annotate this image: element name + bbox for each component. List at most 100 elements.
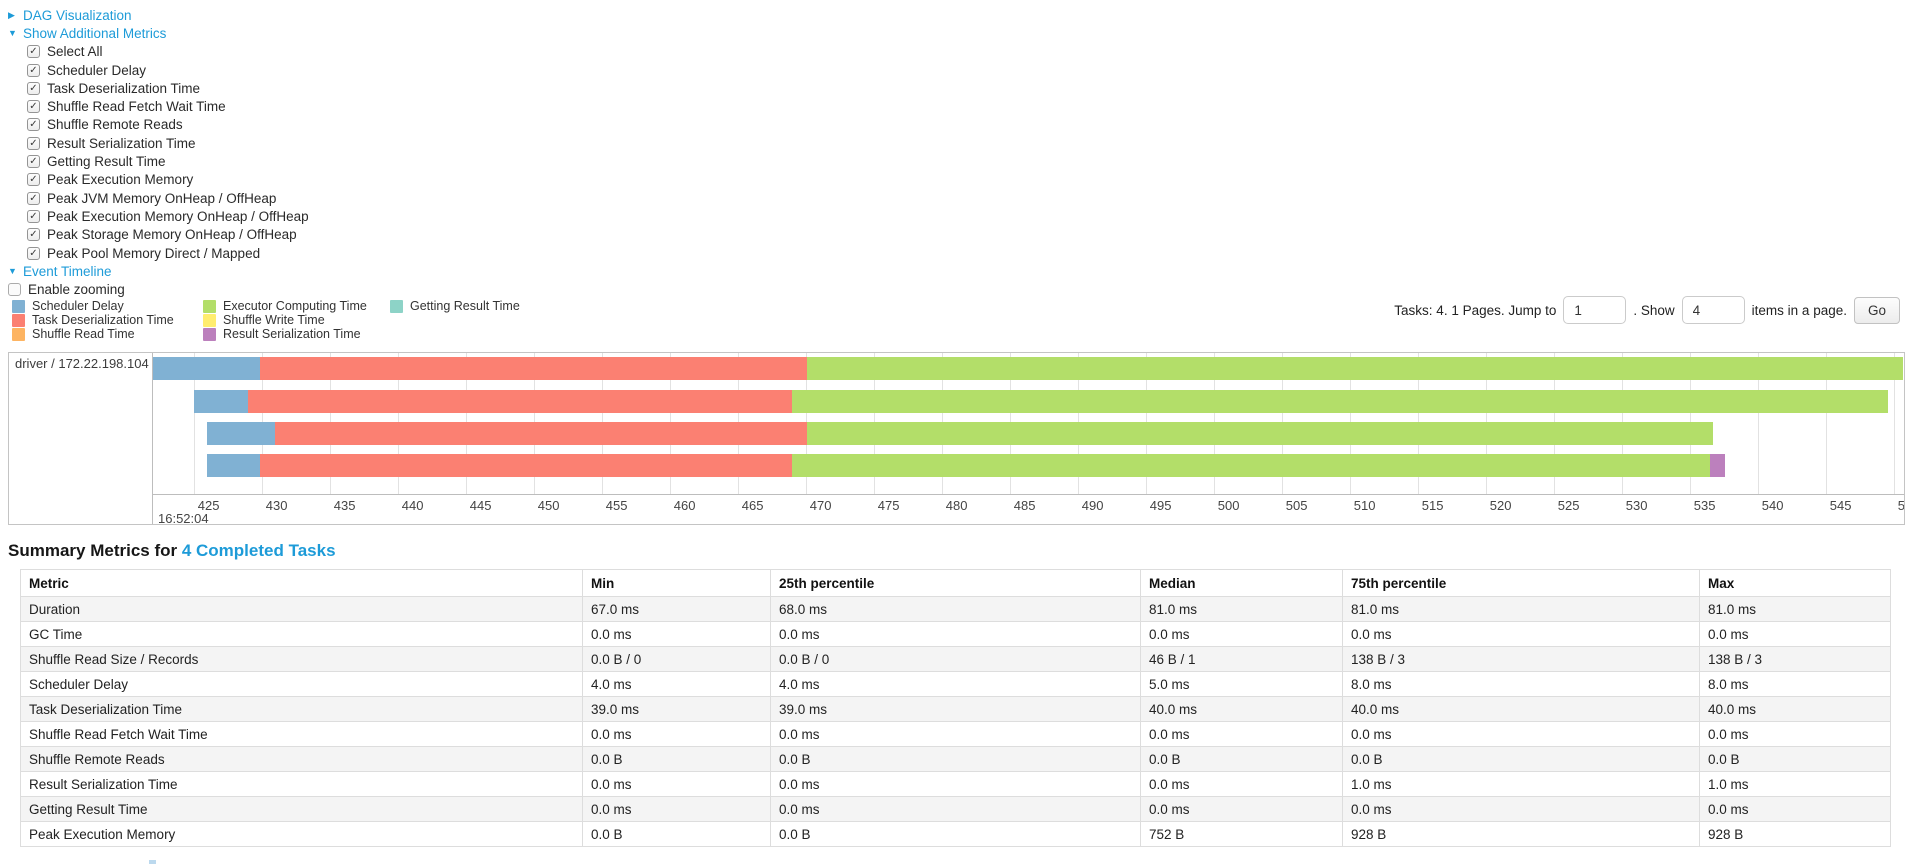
axis-tick-label: 495 — [1149, 498, 1172, 513]
metric-checkbox-label: Select All — [47, 44, 103, 60]
axis-tick-label: 480 — [945, 498, 968, 513]
summary-table-header-row: Metric Min 25th percentile Median 75th perce… — [20, 569, 1891, 597]
metric-checkbox-label: Shuffle Read Fetch Wait Time — [47, 99, 226, 115]
enable-zooming-label: Enable zooming — [28, 282, 125, 298]
axis-tick-label: 510 — [1353, 498, 1376, 513]
task-bar-segment-scheduler_delay[interactable] — [153, 357, 261, 380]
axis-tick-label: 505 — [1285, 498, 1308, 513]
metric-value-cell: 0.0 B — [770, 746, 1141, 772]
pagination-tasks-text: Tasks: 4. 1 Pages. Jump to — [1394, 302, 1557, 318]
legend-label: Result Serialization Time — [223, 327, 361, 342]
task-bar-segment-scheduler_delay[interactable] — [207, 422, 276, 445]
metric-value-cell: 0.0 B — [770, 821, 1141, 847]
axis-tick-label: 475 — [877, 498, 900, 513]
task-bar-segment-executor_computing[interactable] — [807, 422, 1713, 445]
toggle-event-timeline[interactable]: ▼ Event Timeline — [8, 264, 112, 279]
metric-value-cell: 0.0 ms — [770, 621, 1141, 647]
summary-table-row: GC Time 0.0 ms 0.0 ms 0.0 ms 0.0 ms 0.0 ms — [20, 621, 1891, 647]
go-button[interactable]: Go — [1853, 296, 1900, 324]
axis-tick-label: 490 — [1081, 498, 1104, 513]
legend-swatch-shuffle_write — [203, 313, 216, 327]
dag-visualization-label: DAG Visualization — [23, 7, 132, 23]
event-timeline-chart: driver / 172.22.198.104 16:52:04 425 430 4… — [8, 352, 1905, 525]
axis-tick-label: 435 — [333, 498, 356, 513]
axis-tick-label: 450 — [537, 498, 560, 513]
metric-value-cell: 40.0 ms — [1342, 696, 1700, 722]
metric-value-cell: 0.0 ms — [770, 721, 1141, 747]
task-bar-segment-executor_computing[interactable] — [792, 454, 1711, 477]
completed-tasks-link[interactable]: 4 Completed Tasks — [181, 541, 336, 560]
summary-table-row: Peak Execution Memory 0.0 B 0.0 B 752 B 928 … — [20, 821, 1891, 847]
metric-value-cell: 0.0 ms — [582, 721, 771, 747]
axis-tick-label: 440 — [401, 498, 424, 513]
task-bar-segment-executor_computing[interactable] — [792, 390, 1889, 413]
enable-zooming-checkbox[interactable] — [8, 283, 21, 297]
metric-checkbox[interactable]: ✓ — [27, 246, 40, 260]
legend-item: Getting Result Time — [390, 299, 520, 313]
metric-value-cell: 5.0 ms — [1140, 671, 1343, 697]
metric-value-cell: 68.0 ms — [770, 596, 1141, 622]
task-bar-segment-task_deserialization[interactable] — [248, 390, 793, 413]
caret-down-icon: ▼ — [8, 266, 17, 277]
clipped-next-section-fragment — [149, 860, 156, 864]
metric-value-cell: 928 B — [1342, 821, 1700, 847]
metric-value-cell: 0.0 ms — [1140, 621, 1343, 647]
task-bar-segment-result_serialization[interactable] — [1710, 454, 1726, 477]
metric-checkbox[interactable]: ✓ — [27, 81, 40, 95]
metric-checkbox-row: ✓ Peak Pool Memory Direct / Mapped — [8, 244, 309, 262]
metric-value-cell: 0.0 ms — [1699, 796, 1891, 822]
metric-value-cell: 0.0 ms — [1342, 621, 1700, 647]
metric-checkbox[interactable]: ✓ — [27, 63, 40, 77]
metric-checkbox[interactable]: ✓ — [27, 173, 40, 187]
metric-value-cell: 0.0 ms — [1699, 621, 1891, 647]
metric-value-cell: 8.0 ms — [1699, 671, 1891, 697]
metric-checkbox[interactable]: ✓ — [27, 228, 40, 242]
task-bar-segment-task_deserialization[interactable] — [260, 357, 808, 380]
metric-checkbox-row: ✓ Peak JVM Memory OnHeap / OffHeap — [8, 189, 309, 207]
metric-value-cell: 0.0 B — [1342, 746, 1700, 772]
metric-checkbox-row: ✓ Select All — [8, 43, 309, 61]
summary-table-row: Shuffle Read Fetch Wait Time 0.0 ms 0.0 ms… — [20, 721, 1891, 747]
task-bar-segment-executor_computing[interactable] — [807, 357, 1904, 380]
task-bar-segment-scheduler_delay[interactable] — [207, 454, 261, 477]
summary-table-row: Shuffle Remote Reads 0.0 B 0.0 B 0.0 B 0.0 B… — [20, 746, 1891, 772]
summary-metrics-table: Metric Min 25th percentile Median 75th perce… — [20, 569, 1891, 847]
metric-value-cell: 0.0 B — [1140, 746, 1343, 772]
metric-value-cell: 39.0 ms — [582, 696, 771, 722]
metric-value-cell: 0.0 ms — [1342, 796, 1700, 822]
jump-to-page-input[interactable] — [1563, 296, 1627, 324]
metric-checkbox[interactable]: ✓ — [27, 136, 40, 150]
metric-checkbox-label: Getting Result Time — [47, 154, 166, 170]
metric-value-cell: 0.0 ms — [1342, 721, 1700, 747]
metric-value-cell: 0.0 ms — [770, 771, 1141, 797]
task-bar-segment-task_deserialization[interactable] — [260, 454, 793, 477]
metric-checkbox[interactable]: ✓ — [27, 155, 40, 169]
summary-table-row: Duration 67.0 ms 68.0 ms 81.0 ms 81.0 ms 81.0… — [20, 596, 1891, 622]
metric-checkbox[interactable]: ✓ — [27, 45, 40, 59]
metric-checkbox-row: ✓ Scheduler Delay — [8, 61, 309, 79]
axis-tick-label: 545 — [1829, 498, 1852, 513]
pagination-suffix-text: items in a page. — [1751, 302, 1847, 318]
metric-name-cell: Shuffle Remote Reads — [20, 746, 583, 772]
items-per-page-input[interactable] — [1681, 296, 1745, 324]
toggle-dag-visualization[interactable]: ▶ DAG Visualization — [8, 8, 132, 23]
task-bar-segment-task_deserialization[interactable] — [275, 422, 808, 445]
summary-table-row: Scheduler Delay 4.0 ms 4.0 ms 5.0 ms 8.0 ms 8… — [20, 671, 1891, 697]
metric-checkbox-row: ✓ Peak Execution Memory OnHeap / OffHeap — [8, 207, 309, 225]
summary-column-header: Median — [1140, 569, 1343, 597]
legend-item: Task Deserialization Time — [12, 313, 203, 327]
toggle-show-additional-metrics[interactable]: ▼ Show Additional Metrics — [8, 26, 166, 41]
metric-checkbox[interactable]: ✓ — [27, 118, 40, 132]
caret-right-icon: ▶ — [8, 9, 15, 20]
metric-value-cell: 4.0 ms — [582, 671, 771, 697]
metric-name-cell: Scheduler Delay — [20, 671, 583, 697]
metric-checkbox-label: Peak JVM Memory OnHeap / OffHeap — [47, 190, 277, 206]
summary-heading-prefix: Summary Metrics for — [8, 541, 182, 560]
metric-checkbox[interactable]: ✓ — [27, 100, 40, 114]
legend-swatch-task_deserialization — [12, 313, 25, 327]
metric-checkbox[interactable]: ✓ — [27, 191, 40, 205]
task-bar-segment-scheduler_delay[interactable] — [193, 390, 249, 413]
metric-value-cell: 39.0 ms — [770, 696, 1141, 722]
metric-checkbox[interactable]: ✓ — [27, 209, 40, 223]
metric-value-cell: 40.0 ms — [1699, 696, 1891, 722]
